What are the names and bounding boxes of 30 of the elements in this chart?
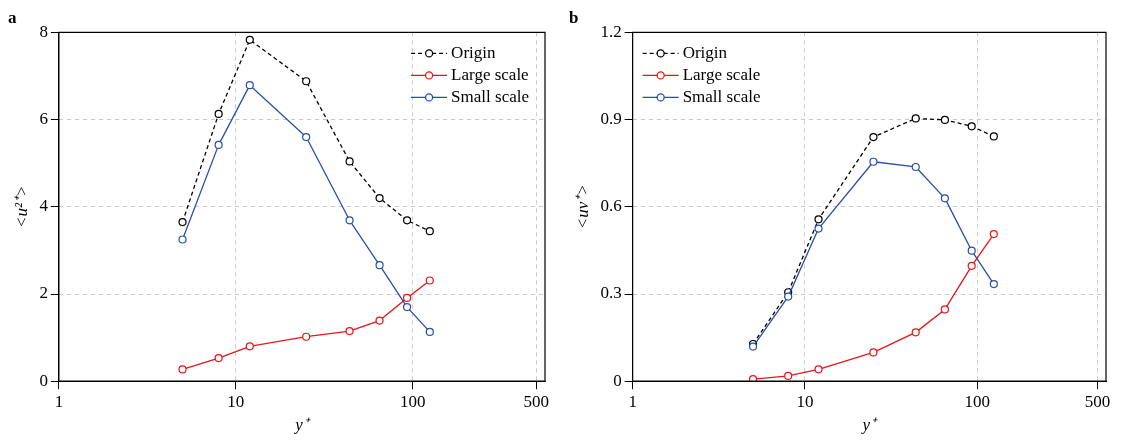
chart-title: a (8, 7, 17, 27)
x-tick-label: 1 (628, 391, 637, 411)
x-tick-label: 500 (1084, 391, 1111, 411)
x-tick-label: 10 (796, 391, 814, 411)
legend-label: Small scale (451, 86, 530, 106)
legend-label: Large scale (682, 64, 761, 84)
x-axis-title: y⁺ (860, 415, 879, 435)
y-tick-label: 0.3 (600, 283, 622, 303)
y-tick-label: 6 (39, 109, 48, 129)
y-tick-label: 0.9 (600, 109, 622, 129)
legend-label: Small scale (682, 86, 761, 106)
x-tick-label: 100 (964, 391, 990, 411)
y-tick-label: 0 (39, 370, 48, 390)
y-tick-label: 0 (613, 370, 622, 390)
y-tick-label: 8 (39, 21, 48, 41)
y-tick-label: 1.2 (600, 21, 622, 41)
x-axis-title: y⁺ (293, 415, 311, 435)
y-tick-label: 2 (39, 283, 48, 303)
legend-label: Origin (682, 42, 728, 62)
x-tick-label: 10 (227, 391, 245, 411)
legend-label: Origin (451, 42, 496, 62)
y-tick-label: 0.6 (600, 196, 622, 216)
x-tick-label: 500 (523, 391, 550, 411)
legend-label: Large scale (451, 64, 529, 84)
x-tick-label: 1 (54, 391, 64, 411)
y-axis-title: <uv⁺> (572, 184, 592, 230)
y-tick-label: 4 (39, 196, 49, 216)
y-axis-title: <u²⁺> (11, 185, 31, 229)
chart-title: b (569, 7, 579, 27)
x-tick-label: 100 (399, 391, 426, 411)
